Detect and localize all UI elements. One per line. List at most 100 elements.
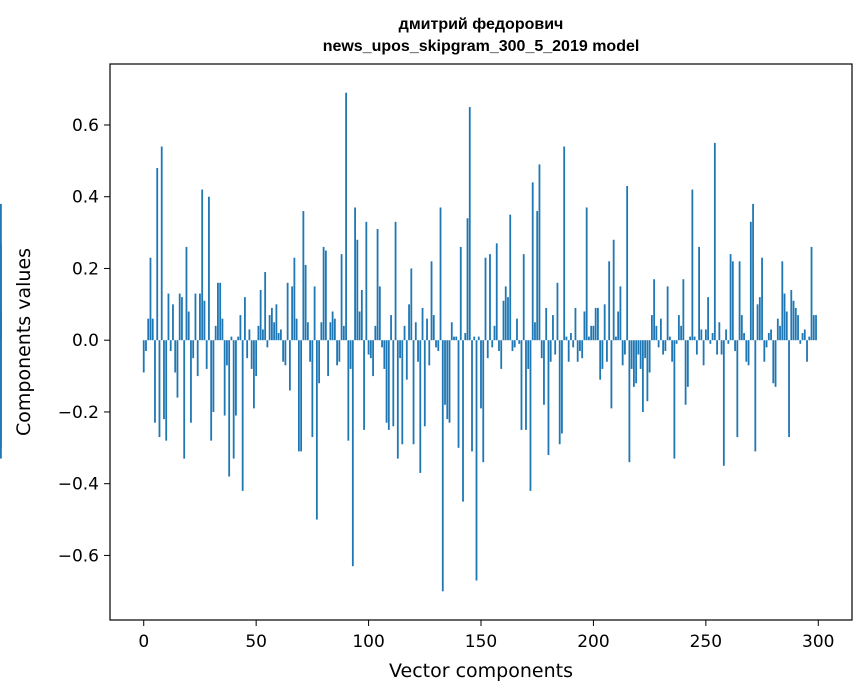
- bar: [702, 340, 705, 366]
- bar: [192, 340, 195, 359]
- bar: [810, 246, 813, 341]
- y-tick-label: −0.2: [58, 403, 99, 423]
- bar: [608, 261, 611, 341]
- bar: [167, 293, 170, 341]
- bar: [185, 246, 188, 341]
- bar: [145, 340, 147, 351]
- bar: [237, 336, 240, 341]
- bar: [417, 340, 419, 362]
- bar: [279, 329, 282, 341]
- bar: [226, 340, 228, 366]
- bar: [354, 207, 356, 341]
- bar: [704, 329, 707, 341]
- bar: [538, 164, 541, 341]
- axes-group: 0 50 100 150 200 250 300 −0.6 −0.4 −0.2 0.0 0.2 0.4 0…: [58, 116, 835, 652]
- bar: [300, 340, 303, 452]
- bar: [736, 340, 739, 438]
- bar: [208, 196, 210, 341]
- bar: [381, 340, 383, 348]
- bar: [435, 340, 437, 348]
- bar: [812, 315, 815, 341]
- bar: [405, 340, 408, 380]
- bar: [169, 340, 172, 351]
- bar: [808, 336, 811, 341]
- bar: [653, 279, 656, 341]
- bar: [743, 333, 745, 341]
- bar: [543, 340, 545, 405]
- bar: [486, 340, 489, 359]
- x-axis-label: Vector components: [389, 660, 573, 682]
- bar: [574, 307, 577, 341]
- bar: [718, 322, 721, 341]
- bar: [214, 325, 217, 341]
- bar: [327, 340, 329, 377]
- bar: [668, 336, 671, 341]
- bar: [713, 142, 716, 341]
- bar: [288, 340, 291, 391]
- bar: [615, 336, 617, 341]
- bar: [329, 322, 332, 341]
- bar: [351, 340, 354, 567]
- bar: [682, 279, 685, 341]
- bar: [529, 340, 532, 491]
- bar: [399, 340, 401, 359]
- bar: [772, 340, 775, 384]
- bar: [221, 318, 224, 341]
- bar: [450, 322, 453, 341]
- bar: [779, 325, 781, 341]
- bar: [590, 325, 593, 341]
- bar: [700, 329, 703, 341]
- bar: [199, 293, 201, 341]
- bar: [585, 207, 588, 341]
- bar: [815, 315, 817, 341]
- bar: [493, 325, 496, 341]
- bar: [441, 340, 444, 592]
- bar: [489, 254, 491, 341]
- bar: [333, 318, 336, 341]
- bar: [0, 203, 2, 341]
- y-tick-label: −0.4: [58, 475, 99, 495]
- bar: [390, 315, 392, 341]
- bar: [160, 146, 163, 341]
- bar: [709, 340, 712, 344]
- bar: [471, 340, 473, 452]
- bar: [758, 297, 761, 341]
- x-tick-label: 200: [577, 632, 609, 652]
- bar: [248, 329, 251, 341]
- bar: [722, 340, 725, 466]
- bar: [507, 297, 509, 341]
- bar: [291, 286, 294, 341]
- bar: [459, 246, 462, 341]
- bar: [633, 340, 635, 387]
- bar: [336, 340, 338, 366]
- bar: [610, 340, 613, 409]
- bar: [466, 218, 469, 341]
- bar: [203, 300, 206, 341]
- bar: [549, 340, 552, 362]
- bar: [423, 340, 426, 427]
- bar: [657, 340, 660, 348]
- bar: [246, 340, 249, 359]
- bar: [142, 340, 145, 373]
- bar: [630, 340, 633, 369]
- bar: [147, 318, 150, 341]
- bar: [516, 318, 518, 341]
- bar: [689, 336, 692, 341]
- bar: [677, 315, 680, 341]
- bar: [268, 315, 271, 341]
- bar: [347, 340, 350, 441]
- bar: [774, 340, 777, 387]
- x-tick-label: 0: [138, 632, 149, 652]
- bar: [309, 340, 312, 362]
- bar: [799, 340, 802, 344]
- bar: [776, 318, 779, 341]
- bar: [612, 239, 615, 341]
- bar: [534, 322, 536, 341]
- bar: [761, 257, 763, 341]
- bar: [788, 340, 790, 438]
- bar: [403, 325, 406, 341]
- bar: [365, 221, 368, 341]
- bar: [495, 243, 498, 341]
- y-tick-label: 0.4: [72, 188, 99, 208]
- bar: [655, 325, 658, 341]
